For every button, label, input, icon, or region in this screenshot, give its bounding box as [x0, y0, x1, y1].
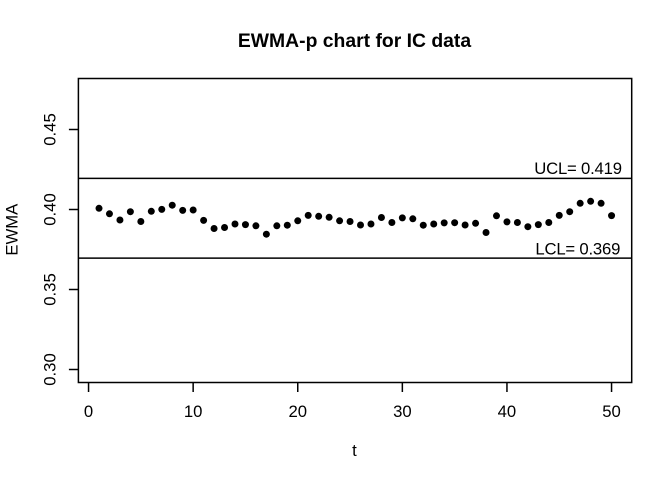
svg-text:0: 0 — [84, 402, 93, 421]
svg-text:20: 20 — [288, 402, 307, 421]
svg-text:UCL= 0.419: UCL= 0.419 — [534, 159, 622, 178]
svg-text:EWMA-p chart for IC data: EWMA-p chart for IC data — [238, 30, 471, 52]
svg-text:30: 30 — [393, 402, 412, 421]
svg-text:10: 10 — [184, 402, 203, 421]
svg-text:EWMA: EWMA — [3, 203, 22, 256]
svg-text:0.35: 0.35 — [41, 273, 60, 305]
svg-text:50: 50 — [602, 402, 621, 421]
svg-text:0.45: 0.45 — [41, 113, 60, 145]
svg-text:40: 40 — [498, 402, 517, 421]
svg-text:0.30: 0.30 — [41, 353, 60, 385]
svg-text:t: t — [352, 441, 357, 460]
svg-text:0.40: 0.40 — [41, 193, 60, 225]
svg-text:LCL= 0.369: LCL= 0.369 — [535, 239, 620, 258]
